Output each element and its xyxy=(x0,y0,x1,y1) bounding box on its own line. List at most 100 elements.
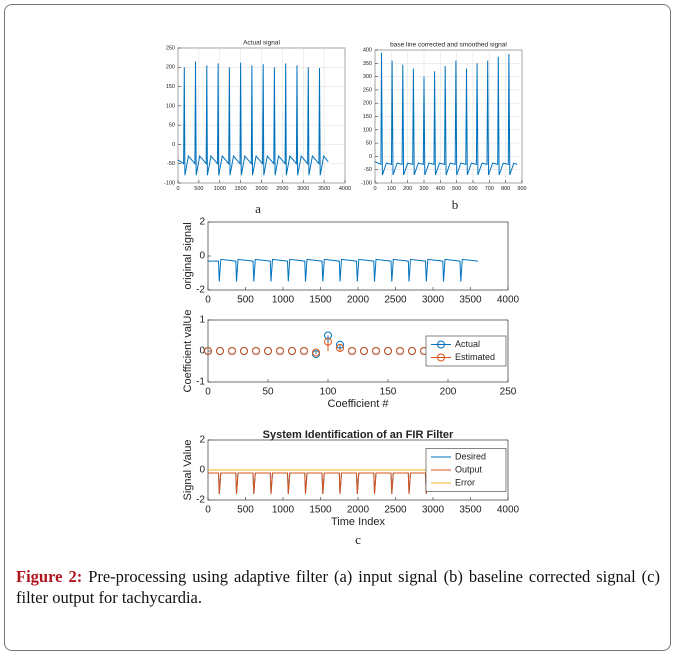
legend-label: Actual xyxy=(455,339,480,349)
stem-marker xyxy=(396,347,404,355)
y-tick-label: 100 xyxy=(363,127,372,133)
y-tick-label: 0 xyxy=(199,346,205,357)
stem-marker xyxy=(252,347,260,355)
stem-marker xyxy=(216,347,224,355)
legend-label: Output xyxy=(455,464,483,474)
y-tick-label: 50 xyxy=(366,141,372,147)
x-tick-label: 200 xyxy=(440,387,457,398)
x-tick-label: 2500 xyxy=(384,295,407,306)
x-tick-label: 250 xyxy=(500,387,517,398)
y-tick-label: 300 xyxy=(363,74,372,80)
x-tick-label: 1500 xyxy=(309,295,332,306)
y-tick-label: -100 xyxy=(361,180,372,186)
panel-label: a xyxy=(255,201,261,216)
y-axis-label: Signal Value xyxy=(182,440,194,501)
y-tick-label: 0 xyxy=(369,154,372,160)
x-tick-label: 4000 xyxy=(497,505,520,516)
y-tick-label: -2 xyxy=(196,285,205,296)
x-tick-label: 400 xyxy=(436,186,445,192)
stem-marker xyxy=(324,331,332,340)
x-tick-label: 900 xyxy=(517,186,526,192)
y-tick-label: -1 xyxy=(196,377,205,388)
x-tick-label: 1000 xyxy=(272,505,295,516)
x-tick-label: 2000 xyxy=(347,505,370,516)
y-tick-label: -100 xyxy=(164,180,175,186)
y-tick-label: -50 xyxy=(167,161,175,167)
x-tick-label: 0 xyxy=(205,387,211,398)
stem-marker xyxy=(240,347,248,355)
x-tick-label: 500 xyxy=(452,186,461,192)
stem-marker xyxy=(204,347,212,355)
x-tick-label: 4000 xyxy=(497,295,520,306)
y-tick-label: 2 xyxy=(199,435,205,446)
y-tick-label: 100 xyxy=(166,103,175,109)
x-axis-label: Coefficient # xyxy=(328,398,390,410)
stem-marker xyxy=(264,347,272,355)
x-tick-label: 0 xyxy=(373,186,376,192)
y-tick-label: 200 xyxy=(166,65,175,71)
x-tick-label: 2000 xyxy=(347,295,370,306)
y-tick-label: 0 xyxy=(172,142,175,148)
legend-marker xyxy=(437,353,445,362)
x-tick-label: 800 xyxy=(501,186,510,192)
x-tick-label: 300 xyxy=(419,186,428,192)
x-tick-label: 3500 xyxy=(459,505,482,516)
stem-marker xyxy=(408,347,416,355)
stem-marker xyxy=(384,347,392,355)
x-tick-label: 700 xyxy=(485,186,494,192)
x-tick-label: 3000 xyxy=(297,186,309,192)
y-tick-label: 0 xyxy=(199,251,205,262)
x-tick-label: 3500 xyxy=(318,186,330,192)
caption-text: Pre-processing using adaptive filter (a)… xyxy=(16,567,660,607)
x-tick-label: 3000 xyxy=(422,295,445,306)
x-tick-label: 0 xyxy=(205,505,211,516)
stem-marker xyxy=(300,347,308,355)
x-tick-label: 1500 xyxy=(235,186,247,192)
y-tick-label: 200 xyxy=(363,101,372,107)
stem-marker xyxy=(312,348,320,357)
y-tick-label: -2 xyxy=(196,495,205,506)
legend-label: Error xyxy=(455,477,475,487)
chart-title: System Identification of an FIR Filter xyxy=(263,429,454,441)
chart-title: Actual signal xyxy=(243,40,280,47)
x-tick-label: 500 xyxy=(237,505,254,516)
panel-label: b xyxy=(452,197,459,212)
y-tick-label: 50 xyxy=(169,123,175,129)
x-tick-label: 200 xyxy=(403,186,412,192)
stem-marker xyxy=(372,347,380,355)
x-tick-label: 4000 xyxy=(339,186,351,192)
x-tick-label: 50 xyxy=(262,387,274,398)
stem-marker xyxy=(360,347,368,355)
plot-area xyxy=(207,221,509,291)
x-tick-label: 0 xyxy=(176,186,179,192)
x-tick-label: 1000 xyxy=(272,295,295,306)
y-tick-label: -50 xyxy=(364,167,372,173)
y-tick-label: 400 xyxy=(363,47,372,53)
y-tick-label: 250 xyxy=(363,87,372,93)
y-tick-label: 350 xyxy=(363,61,372,67)
stem-marker xyxy=(336,343,344,352)
x-tick-label: 2000 xyxy=(255,186,267,192)
x-tick-label: 3500 xyxy=(459,295,482,306)
y-tick-label: 150 xyxy=(166,84,175,90)
chart-title: base line corrected and smoothed signal xyxy=(390,42,507,49)
x-tick-label: 3000 xyxy=(422,505,445,516)
caption-label: Figure 2: xyxy=(16,567,83,586)
x-tick-label: 1000 xyxy=(214,186,226,192)
y-tick-label: 1 xyxy=(199,315,205,326)
series-line xyxy=(177,61,329,176)
legend-label: Estimated xyxy=(455,352,495,362)
series-line xyxy=(374,52,518,176)
stem-marker xyxy=(276,347,284,355)
y-tick-label: 150 xyxy=(363,114,372,120)
x-tick-label: 150 xyxy=(380,387,397,398)
y-tick-label: 0 xyxy=(199,465,205,476)
series-line xyxy=(208,258,479,282)
y-axis-label: Coefficient valUe xyxy=(182,310,194,393)
x-tick-label: 500 xyxy=(237,295,254,306)
x-tick-label: 100 xyxy=(320,387,337,398)
x-tick-label: 1500 xyxy=(309,505,332,516)
legend-marker xyxy=(437,340,445,349)
figure: a b c 0 500 1000 1500 2000 2500 3000 3500 4000-1… xyxy=(164,40,527,547)
